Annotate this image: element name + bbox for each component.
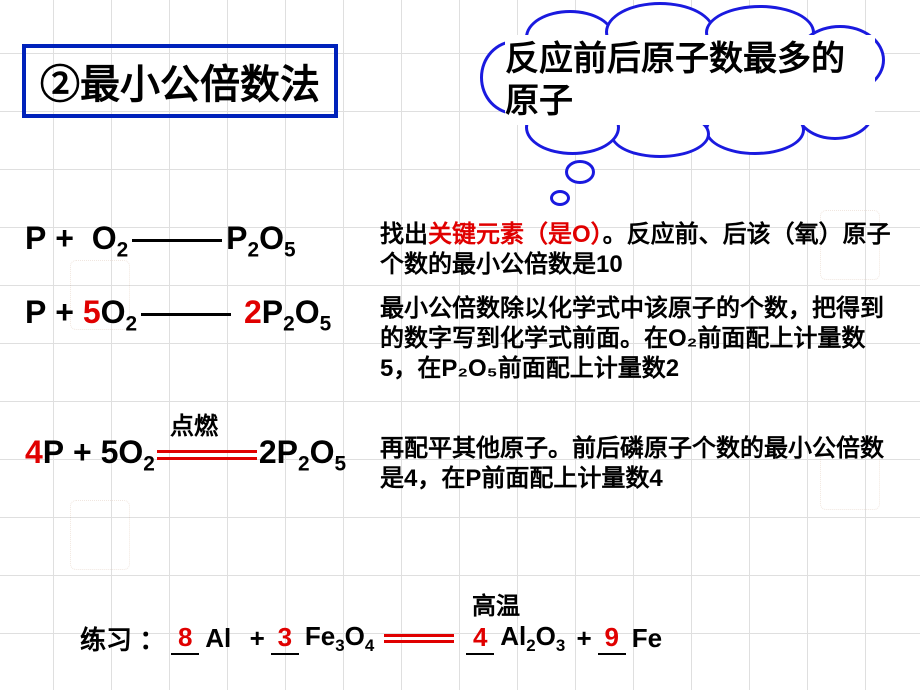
title-box: ②最小公倍数法	[22, 44, 338, 118]
description-1: 找出关键元素（是O）。反应前、后该（氧）原子个数的最小公倍数是10	[380, 220, 895, 280]
blank-3: 4	[473, 622, 487, 652]
equation-2: P + 5O2 2P2O5	[25, 294, 380, 336]
equation-row-1: P + O2P2O5 找出关键元素（是O）。反应前、后该（氧）原子个数的最小公倍…	[25, 220, 895, 280]
cloud-text: 反应前后原子数最多的原子	[505, 38, 875, 123]
title-text: ②最小公倍数法	[40, 63, 320, 107]
thought-cloud: 反应前后原子数最多的原子	[455, 10, 885, 165]
high-temp-label: 高温	[472, 586, 520, 621]
equation-row-2: P + 5O2 2P2O5 最小公倍数除以化学式中该原子的个数，把得到的数字写到…	[25, 294, 895, 384]
blank-2: 3	[278, 622, 292, 652]
reaction-arrow	[384, 634, 454, 643]
equation-1: P + O2P2O5	[25, 220, 380, 262]
equation-3: 点燃 4P + 5O22P2O5	[25, 434, 380, 476]
practice-row: 练习 ： 8 Al + 3 Fe3O4 4 Al2O3 + 9 Fe	[80, 620, 662, 657]
description-2: 最小公倍数除以化学式中该原子的个数，把得到的数字写到化学式前面。在O₂前面配上计…	[380, 294, 895, 384]
ignite-label: 点燃	[170, 406, 218, 441]
blank-4: 9	[605, 622, 619, 652]
description-3: 再配平其他原子。前后磷原子个数的最小公倍数是4，在P前面配上计量数4	[380, 434, 895, 494]
practice-label: 练习 ：	[80, 620, 165, 657]
equation-row-3: 点燃 4P + 5O22P2O5 再配平其他原子。前后磷原子个数的最小公倍数是4…	[25, 434, 895, 494]
blank-1: 8	[178, 622, 192, 652]
